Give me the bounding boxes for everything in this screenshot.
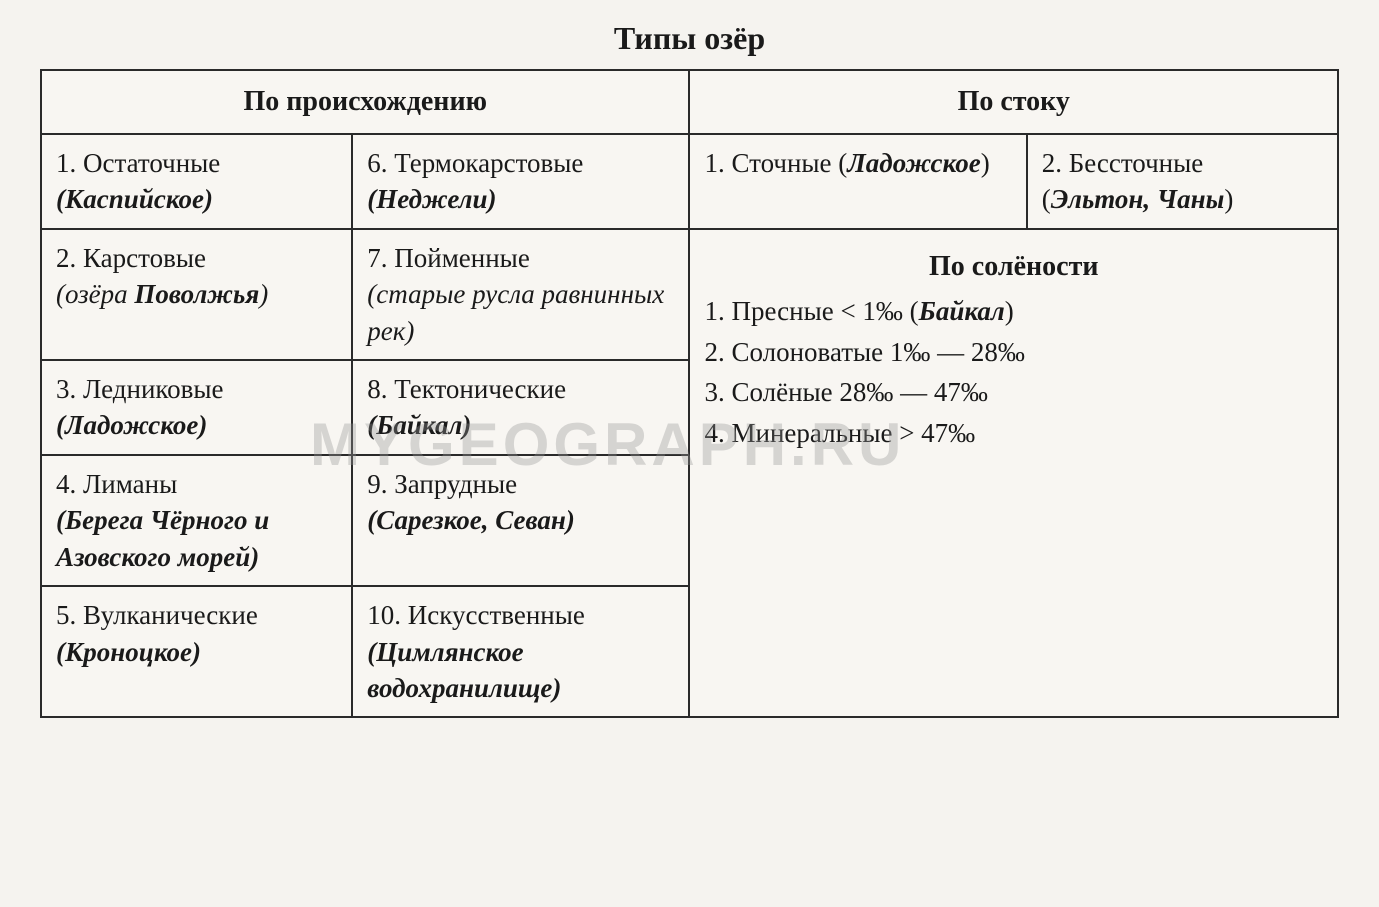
origin-cell-2: 2. Карстовые (озёра Поволжья)	[41, 229, 352, 360]
page-container: Типы озёр MYGEOGRAPH.RU По происхождению…	[40, 20, 1339, 718]
salinity-line-3: 3. Солёные 28‰ — 47‰	[704, 372, 1323, 413]
item-label: Карстовые	[83, 243, 206, 273]
lakes-table: По происхождению По стоку 1. Остаточные …	[40, 69, 1339, 718]
item-label: Искусствен­ные	[408, 600, 585, 630]
item-example: (Берега Чёрного и Азовского морей)	[56, 505, 269, 571]
item-number: 6.	[367, 148, 387, 178]
item-example: (Байкал)	[367, 410, 471, 440]
item-example: Поволжья	[134, 279, 259, 309]
item-example: (Неджели)	[367, 184, 496, 214]
origin-cell-8: 8. Тектонические (Байкал)	[352, 360, 689, 455]
item-label: Бессточные	[1069, 148, 1204, 178]
item-label: Пойменные	[394, 243, 530, 273]
item-label: Запрудные	[394, 469, 517, 499]
header-drainage: По стоку	[689, 70, 1338, 134]
item-number: 1.	[56, 148, 76, 178]
origin-cell-7: 7. Пойменные (старые русла равнинных рек…	[352, 229, 689, 360]
item-label: Сточные (	[731, 148, 847, 178]
item-number: 2.	[56, 243, 76, 273]
salinity-cell: По солёности 1. Пресные < 1‰ (Байкал) 2.…	[689, 229, 1338, 718]
item-example-close: )	[981, 148, 990, 178]
table-row: 2. Карстовые (озёра Поволжья) 7. Пойменн…	[41, 229, 1338, 360]
salinity-title: По солёности	[704, 248, 1323, 286]
page-title: Типы озёр	[40, 20, 1339, 57]
drainage-cell-1: 1. Сточные (Ла­дожское)	[689, 134, 1026, 229]
origin-cell-3: 3. Ледниковые (Ладожское)	[41, 360, 352, 455]
item-example-pre: (озёра	[56, 279, 134, 309]
item-example: (Каспийское)	[56, 184, 213, 214]
salinity-line-2: 2. Солоноватые 1‰ — 28‰	[704, 332, 1323, 373]
item-number: 1.	[704, 148, 724, 178]
item-example: Эльтон, Чаны	[1051, 184, 1225, 214]
item-label: Ледниковые	[83, 374, 224, 404]
salinity-block: По солёности 1. Пресные < 1‰ (Байкал) 2.…	[704, 240, 1323, 454]
item-example: (Кроноцкое)	[56, 637, 201, 667]
salinity-line-1: 1. Пресные < 1‰ (Байкал)	[704, 291, 1323, 332]
item-example-close: )	[259, 279, 268, 309]
item-label: Тектонические	[394, 374, 566, 404]
drainage-cell-2: 2. Бессточные (Эльтон, Чаны)	[1027, 134, 1338, 229]
item-number: 10.	[367, 600, 401, 630]
item-label: Остаточные	[83, 148, 220, 178]
item-number: 7.	[367, 243, 387, 273]
origin-cell-4: 4. Лиманы (Берега Чёрного и Азовского мо…	[41, 455, 352, 586]
origin-cell-9: 9. Запрудные (Сарезкое, Севан)	[352, 455, 689, 586]
item-number: 2.	[1042, 148, 1062, 178]
origin-cell-1: 1. Остаточные (Каспийское)	[41, 134, 352, 229]
origin-cell-10: 10. Искусствен­ные (Цимлянское водохрани…	[352, 586, 689, 717]
item-example: Ла­дожское	[847, 148, 980, 178]
item-example-open: (	[1042, 184, 1051, 214]
origin-cell-5: 5. Вулканиче­ские (Кроноцкое)	[41, 586, 352, 717]
item-label: Лиманы	[83, 469, 177, 499]
item-example-close: )	[1224, 184, 1233, 214]
table-row: 1. Остаточные (Каспийское) 6. Термокарст…	[41, 134, 1338, 229]
item-example: (Цимлянское водохранилище)	[367, 637, 561, 703]
item-number: 5.	[56, 600, 76, 630]
item-label: Вулканиче­ские	[83, 600, 258, 630]
table-header-row: По происхождению По стоку	[41, 70, 1338, 134]
item-example: (старые русла равнинных рек)	[367, 279, 664, 345]
salinity-line-4: 4. Минеральные > 47‰	[704, 413, 1323, 454]
item-example: (Ладожское)	[56, 410, 207, 440]
item-number: 8.	[367, 374, 387, 404]
item-number: 4.	[56, 469, 76, 499]
item-number: 3.	[56, 374, 76, 404]
item-label: Термокарсто­вые	[394, 148, 583, 178]
header-origin: По происхождению	[41, 70, 689, 134]
item-example: (Сарезкое, Севан)	[367, 505, 575, 535]
origin-cell-6: 6. Термокарсто­вые (Неджели)	[352, 134, 689, 229]
item-number: 9.	[367, 469, 387, 499]
